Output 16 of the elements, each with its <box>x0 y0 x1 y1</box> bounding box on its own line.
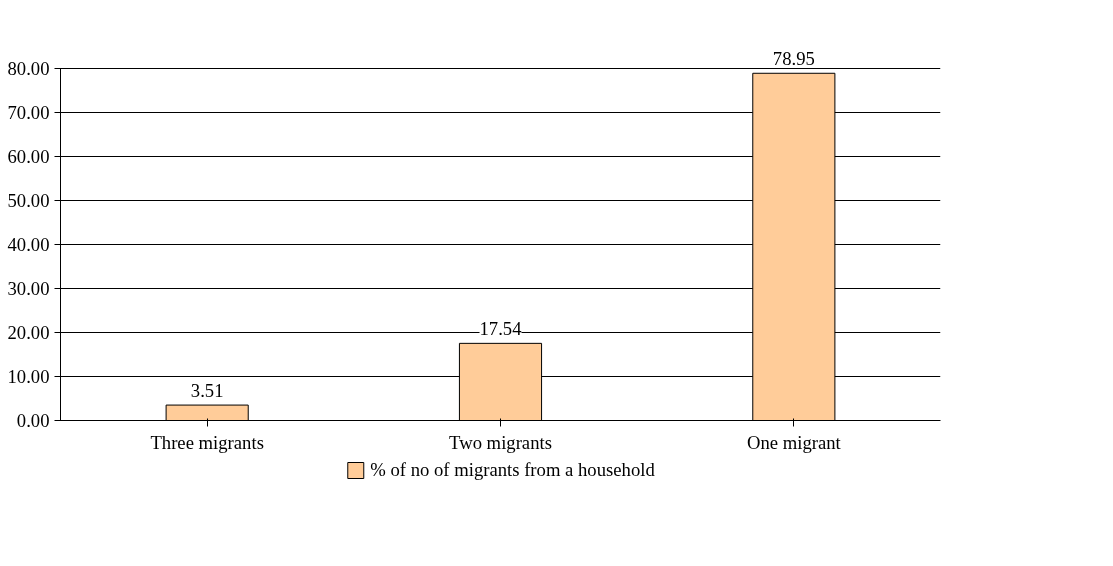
y-tick-label: 80.00 <box>7 58 50 80</box>
x-tick-label: Three migrants <box>150 431 264 453</box>
legend-label: % of no of migrants from a household <box>370 459 655 481</box>
x-tick-label: One migrant <box>746 431 842 453</box>
y-tick-label: 60.00 <box>7 146 50 168</box>
data-label: 78.95 <box>772 48 815 70</box>
data-label: 3.51 <box>190 380 224 402</box>
y-tick-label: 30.00 <box>7 278 50 300</box>
y-tick-label: 0.00 <box>16 410 50 431</box>
data-label: 17.54 <box>479 318 523 340</box>
x-tick-label: Two migrants <box>449 431 552 453</box>
y-tick-label: 10.00 <box>7 366 50 388</box>
y-tick-label: 50.00 <box>7 190 50 212</box>
y-tick-label: 40.00 <box>7 234 50 256</box>
y-tick-label: 70.00 <box>7 102 50 124</box>
y-tick-label: 20.00 <box>7 322 50 344</box>
